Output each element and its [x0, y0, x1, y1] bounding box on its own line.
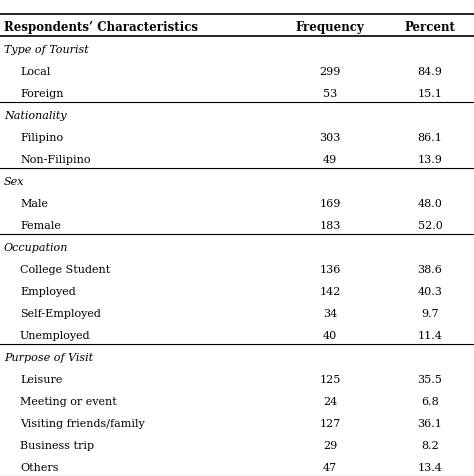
Text: 34: 34: [323, 309, 337, 319]
Text: 49: 49: [323, 155, 337, 165]
Text: 142: 142: [319, 288, 341, 298]
Text: Percent: Percent: [405, 21, 456, 34]
Text: Unemployed: Unemployed: [20, 331, 91, 341]
Text: 11.4: 11.4: [418, 331, 442, 341]
Text: College Student: College Student: [20, 265, 110, 275]
Text: Visiting friends/family: Visiting friends/family: [20, 419, 145, 429]
Text: 38.6: 38.6: [418, 265, 442, 275]
Text: Foreign: Foreign: [20, 89, 64, 99]
Text: 84.9: 84.9: [418, 67, 442, 77]
Text: Type of Tourist: Type of Tourist: [4, 45, 89, 55]
Text: 53: 53: [323, 89, 337, 99]
Text: 40.3: 40.3: [418, 288, 442, 298]
Text: 15.1: 15.1: [418, 89, 442, 99]
Text: Respondents’ Characteristics: Respondents’ Characteristics: [4, 21, 198, 34]
Text: Local: Local: [20, 67, 50, 77]
Text: 35.5: 35.5: [418, 375, 442, 385]
Text: 127: 127: [319, 419, 341, 429]
Text: 86.1: 86.1: [418, 133, 442, 143]
Text: 136: 136: [319, 265, 341, 275]
Text: Filipino: Filipino: [20, 133, 63, 143]
Text: Male: Male: [20, 199, 48, 209]
Text: Purpose of Visit: Purpose of Visit: [4, 353, 93, 363]
Text: 47: 47: [323, 463, 337, 473]
Text: 125: 125: [319, 375, 341, 385]
Text: 13.4: 13.4: [418, 463, 442, 473]
Text: Employed: Employed: [20, 288, 76, 298]
Text: 36.1: 36.1: [418, 419, 442, 429]
Text: 40: 40: [323, 331, 337, 341]
Text: Non-Filipino: Non-Filipino: [20, 155, 91, 165]
Text: Others: Others: [20, 463, 58, 473]
Text: 9.7: 9.7: [421, 309, 439, 319]
Text: Sex: Sex: [4, 177, 25, 187]
Text: Meeting or event: Meeting or event: [20, 397, 117, 407]
Text: Nationality: Nationality: [4, 111, 67, 121]
Text: Occupation: Occupation: [4, 243, 68, 253]
Text: Female: Female: [20, 221, 61, 231]
Text: Frequency: Frequency: [296, 21, 365, 34]
Text: Leisure: Leisure: [20, 375, 63, 385]
Text: 52.0: 52.0: [418, 221, 442, 231]
Text: 183: 183: [319, 221, 341, 231]
Text: 6.8: 6.8: [421, 397, 439, 407]
Text: 169: 169: [319, 199, 341, 209]
Text: 299: 299: [319, 67, 341, 77]
Text: Self-Employed: Self-Employed: [20, 309, 101, 319]
Text: 13.9: 13.9: [418, 155, 442, 165]
Text: Business trip: Business trip: [20, 441, 94, 451]
Text: 29: 29: [323, 441, 337, 451]
Text: 303: 303: [319, 133, 341, 143]
Text: 8.2: 8.2: [421, 441, 439, 451]
Text: 24: 24: [323, 397, 337, 407]
Text: 48.0: 48.0: [418, 199, 442, 209]
